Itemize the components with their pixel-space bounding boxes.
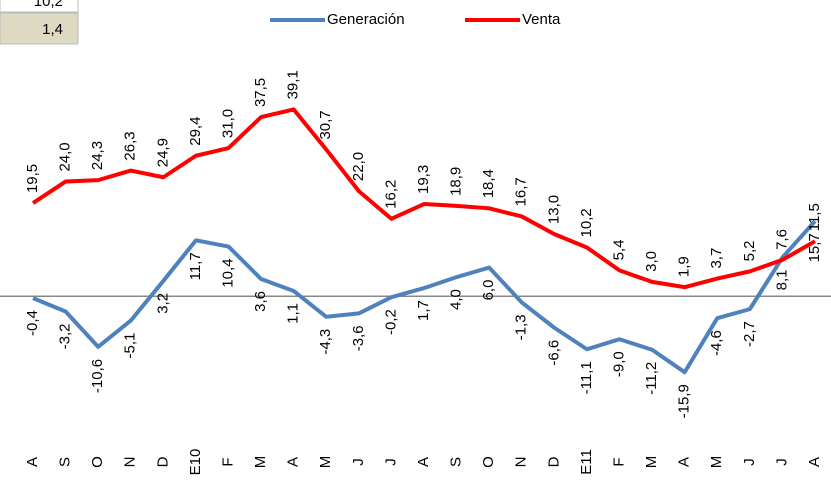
x-tick-label: J bbox=[741, 458, 758, 466]
cell bbox=[0, 0, 79, 13]
data-label: 30,7 bbox=[317, 110, 334, 139]
legend-label: Venta bbox=[522, 11, 561, 28]
x-tick-label: E10 bbox=[187, 449, 204, 476]
data-label: 22,0 bbox=[350, 152, 367, 181]
data-label: 10,2 bbox=[578, 208, 595, 237]
data-label: 1,7 bbox=[415, 300, 432, 321]
data-label: -11,2 bbox=[643, 362, 660, 395]
x-tick-label: M bbox=[708, 456, 725, 469]
data-label: 19,5 bbox=[24, 164, 41, 193]
data-label: 8,1 bbox=[773, 270, 790, 291]
data-label: 6,0 bbox=[480, 280, 497, 301]
data-label: 39,1 bbox=[285, 70, 302, 99]
data-label: 31,0 bbox=[219, 109, 236, 138]
data-label: -1,3 bbox=[513, 314, 530, 340]
x-tick-label: E11 bbox=[578, 449, 595, 475]
x-tick-label: O bbox=[89, 456, 106, 468]
data-label: -2,7 bbox=[741, 321, 758, 347]
data-label: 16,2 bbox=[382, 180, 399, 209]
data-label: -9,0 bbox=[610, 351, 627, 377]
data-label: 5,2 bbox=[741, 241, 758, 262]
x-tick-label: J bbox=[773, 458, 790, 466]
x-tick-label: A bbox=[676, 457, 693, 467]
data-label: 29,4 bbox=[187, 117, 204, 146]
data-label: -6,6 bbox=[545, 340, 562, 366]
data-label: 16,7 bbox=[513, 177, 530, 206]
x-tick-label: S bbox=[448, 457, 465, 467]
data-label: 18,4 bbox=[480, 169, 497, 198]
data-label: 37,5 bbox=[252, 78, 269, 107]
data-label: -4,6 bbox=[708, 330, 725, 356]
legend-label: Generación bbox=[327, 11, 405, 28]
x-tick-label: J bbox=[382, 458, 399, 466]
x-tick-label: D bbox=[154, 456, 171, 467]
x-tick-label: N bbox=[122, 457, 139, 468]
data-label: 24,0 bbox=[57, 142, 74, 171]
data-label: 13,0 bbox=[545, 195, 562, 224]
data-label: 19,3 bbox=[415, 165, 432, 194]
data-label: 11,5 bbox=[806, 203, 823, 231]
data-label: 3,7 bbox=[708, 248, 725, 269]
series-line bbox=[31, 107, 816, 290]
x-tick-label: M bbox=[252, 456, 269, 469]
data-label: 3,2 bbox=[154, 293, 171, 314]
data-label: 1,1 bbox=[285, 303, 302, 324]
x-tick-label: M bbox=[317, 456, 334, 469]
cell bbox=[0, 12, 79, 45]
data-label: 24,3 bbox=[89, 141, 106, 170]
data-label: -3,6 bbox=[350, 325, 367, 351]
data-label: 3,6 bbox=[252, 291, 269, 312]
data-label: 5,4 bbox=[610, 240, 627, 261]
x-tick-label: D bbox=[545, 456, 562, 467]
x-tick-label: J bbox=[350, 458, 367, 466]
x-tick-label: A bbox=[285, 457, 302, 467]
data-label: 3,0 bbox=[643, 251, 660, 272]
x-tick-label: S bbox=[57, 457, 74, 467]
data-label: 11,7 bbox=[187, 252, 204, 280]
x-tick-label: N bbox=[513, 457, 530, 468]
data-label: 26,3 bbox=[122, 131, 139, 160]
data-label: -10,6 bbox=[89, 359, 106, 393]
data-label: 24,9 bbox=[154, 138, 171, 167]
data-label: -0,4 bbox=[24, 310, 41, 336]
data-label: 15,7 bbox=[806, 233, 823, 262]
x-tick-label: A bbox=[806, 457, 823, 467]
data-label: -5,1 bbox=[122, 333, 139, 359]
x-tick-label: M bbox=[643, 456, 660, 469]
data-label: -3,2 bbox=[57, 324, 74, 350]
cell-value: 10,2 bbox=[34, 0, 63, 10]
data-label: -4,3 bbox=[317, 329, 334, 355]
data-label: 18,9 bbox=[448, 167, 465, 196]
data-label: 1,9 bbox=[676, 256, 693, 277]
data-label: 7,6 bbox=[773, 229, 790, 250]
data-label: -15,9 bbox=[676, 384, 693, 418]
data-label: 4,0 bbox=[448, 289, 465, 310]
series-line bbox=[32, 219, 817, 375]
x-tick-label: F bbox=[610, 457, 627, 466]
x-tick-label: F bbox=[219, 457, 236, 466]
x-tick-label: A bbox=[415, 457, 432, 467]
cell-value: 1,4 bbox=[42, 21, 63, 38]
x-tick-label: O bbox=[480, 456, 497, 468]
x-tick-label: A bbox=[24, 457, 41, 467]
data-label: -11,1 bbox=[578, 361, 595, 394]
data-label: -0,2 bbox=[382, 309, 399, 335]
data-label: 10,4 bbox=[219, 259, 236, 288]
